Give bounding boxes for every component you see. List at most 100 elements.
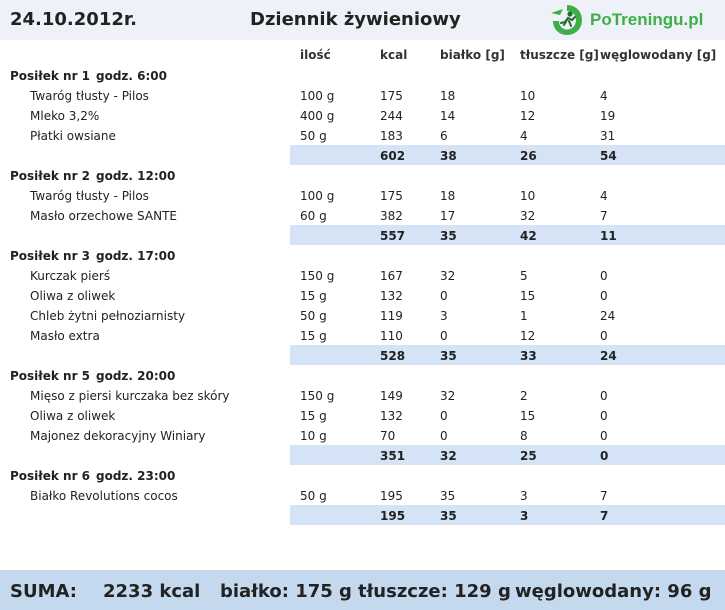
subtotal-background [290, 445, 725, 465]
food-kcal: 175 [380, 89, 403, 103]
food-kcal: 149 [380, 389, 403, 403]
food-kcal: 195 [380, 489, 403, 503]
food-protein: 14 [440, 109, 456, 123]
meal-header: Posiłek nr 3 godz. 17:00 [0, 245, 725, 265]
brand-logo[interactable]: PoTreningu.pl [549, 3, 703, 37]
summary-kcal: 2233 kcal [103, 581, 201, 602]
food-qty: 100 g [300, 189, 335, 203]
subtotal-carbs: 7 [600, 509, 609, 523]
food-row: Mięso z piersi kurczaka bez skóry 150 g 14… [0, 385, 725, 405]
food-fat: 10 [520, 89, 536, 103]
food-carbs: 31 [600, 129, 616, 143]
column-headers: ilość kcal białko [g] tłuszcze [g] węglo… [0, 44, 725, 64]
food-qty: 60 g [300, 209, 327, 223]
food-name: Chleb żytni pełnoziarnisty [30, 309, 186, 323]
food-row: Majonez dekoracyjny Winiary 10 g 70 0 8 0 [0, 425, 725, 445]
meal-header: Posiłek nr 6 godz. 23:00 [0, 465, 725, 485]
food-carbs: 0 [600, 329, 608, 343]
food-qty: 100 g [300, 89, 335, 103]
meal-subtotal-row: 528 35 33 24 [0, 345, 725, 365]
food-name: Masło extra [30, 329, 100, 343]
meal-header: Posiłek nr 1 godz. 6:00 [0, 65, 725, 85]
food-row: Oliwa z oliwek 15 g 132 0 15 0 [0, 405, 725, 425]
food-carbs: 4 [600, 189, 608, 203]
food-name: Kurczak pierś [30, 269, 111, 283]
food-protein: 3 [440, 309, 448, 323]
food-row: Twaróg tłusty - Pilos 100 g 175 18 10 4 [0, 85, 725, 105]
meal-time: godz. 23:00 [96, 469, 176, 483]
page-date: 24.10.2012r. [10, 9, 138, 30]
food-name: Twaróg tłusty - Pilos [30, 189, 149, 203]
food-kcal: 132 [380, 289, 403, 303]
food-kcal: 110 [380, 329, 403, 343]
food-carbs: 0 [600, 389, 608, 403]
subtotal-background [290, 505, 725, 525]
food-protein: 0 [440, 289, 448, 303]
food-carbs: 0 [600, 409, 608, 423]
page-title: Dziennik żywieniowy [250, 9, 461, 30]
subtotal-background [290, 345, 725, 365]
food-qty: 15 g [300, 409, 327, 423]
food-row: Płatki owsiane 50 g 183 6 4 31 [0, 125, 725, 145]
meal-time: godz. 17:00 [96, 249, 176, 263]
summary-protein: białko: 175 g [220, 581, 352, 602]
subtotal-protein: 35 [440, 229, 457, 243]
food-fat: 12 [520, 109, 536, 123]
food-fat: 10 [520, 189, 536, 203]
food-protein: 0 [440, 409, 448, 423]
subtotal-kcal: 528 [380, 349, 406, 363]
food-fat: 15 [520, 289, 536, 303]
food-qty: 15 g [300, 289, 327, 303]
food-fat: 3 [520, 489, 528, 503]
food-kcal: 70 [380, 429, 396, 443]
food-fat: 12 [520, 329, 536, 343]
runner-logo-icon [551, 5, 582, 35]
food-protein: 32 [440, 269, 456, 283]
subtotal-kcal: 602 [380, 149, 406, 163]
meal-label: Posiłek nr 3 [10, 249, 91, 263]
meal-subtotal-row: 195 35 3 7 [0, 505, 725, 525]
column-header-fat: tłuszcze [g] [520, 48, 599, 62]
food-kcal: 183 [380, 129, 403, 143]
food-protein: 18 [440, 189, 456, 203]
food-row: Białko Revolutions cocos 50 g 195 35 3 7 [0, 485, 725, 505]
food-carbs: 24 [600, 309, 616, 323]
food-carbs: 19 [600, 109, 616, 123]
food-carbs: 0 [600, 429, 608, 443]
food-carbs: 0 [600, 289, 608, 303]
meal-header: Posiłek nr 2 godz. 12:00 [0, 165, 725, 185]
subtotal-fat: 26 [520, 149, 537, 163]
food-qty: 50 g [300, 489, 327, 503]
column-header-kcal: kcal [380, 48, 408, 62]
subtotal-kcal: 195 [380, 509, 406, 523]
food-row: Chleb żytni pełnoziarnisty 50 g 119 3 1 24 [0, 305, 725, 325]
food-row: Masło extra 15 g 110 0 12 0 [0, 325, 725, 345]
food-qty: 15 g [300, 329, 327, 343]
meal-subtotal-row: 351 32 25 0 [0, 445, 725, 465]
summary-label: SUMA: [10, 581, 77, 602]
food-qty: 150 g [300, 389, 335, 403]
meal-time: godz. 6:00 [96, 69, 167, 83]
food-qty: 10 g [300, 429, 327, 443]
food-fat: 32 [520, 209, 536, 223]
meal-subtotal-row: 557 35 42 11 [0, 225, 725, 245]
food-qty: 150 g [300, 269, 335, 283]
meal-table: Posiłek nr 1 godz. 6:00 Twaróg tłusty - Pi… [0, 65, 725, 525]
subtotal-fat: 25 [520, 449, 537, 463]
food-kcal: 244 [380, 109, 403, 123]
food-name: Białko Revolutions cocos [30, 489, 178, 503]
subtotal-fat: 3 [520, 509, 529, 523]
column-header-qty: ilość [300, 48, 331, 62]
food-protein: 35 [440, 489, 456, 503]
food-fat: 15 [520, 409, 536, 423]
subtotal-carbs: 11 [600, 229, 617, 243]
food-protein: 6 [440, 129, 448, 143]
subtotal-fat: 42 [520, 229, 537, 243]
meal-time: godz. 20:00 [96, 369, 176, 383]
summary-bar: SUMA: 2233 kcal białko: 175 g tłuszcze: … [0, 570, 725, 610]
column-header-carbs: węglowodany [g] [600, 48, 717, 62]
food-qty: 400 g [300, 109, 335, 123]
subtotal-protein: 32 [440, 449, 457, 463]
food-kcal: 382 [380, 209, 403, 223]
brand-name: PoTreningu.pl [590, 10, 704, 29]
